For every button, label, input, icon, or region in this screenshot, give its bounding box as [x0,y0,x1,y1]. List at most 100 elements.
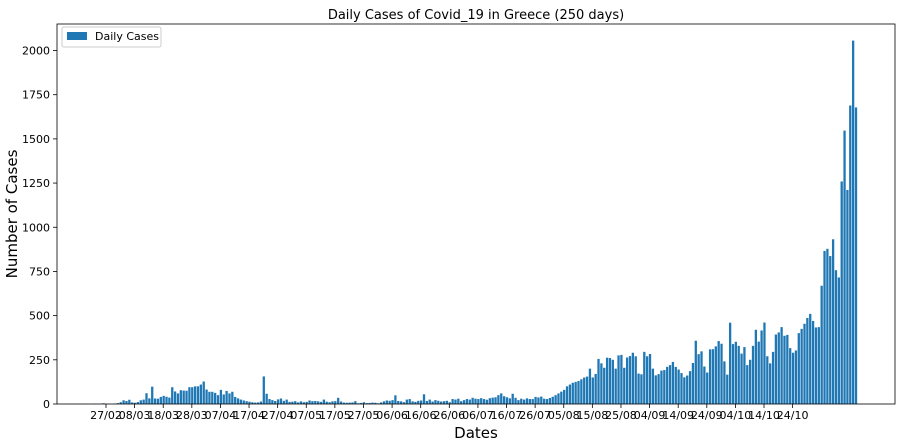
bar [222,394,225,404]
bar [385,400,388,404]
bar [674,366,677,404]
bar [683,377,686,404]
bar [116,403,120,404]
bar [694,340,697,404]
bar [148,398,151,404]
bar [780,327,783,404]
bar [703,366,706,404]
x-tick-label: 05/08 [548,409,580,422]
bar [760,330,763,404]
bar [351,402,354,404]
bar [614,368,617,404]
bar [242,400,245,404]
bar [128,399,131,404]
bar [823,250,826,404]
bar [388,400,391,404]
bar [500,393,503,404]
bar [654,375,657,404]
bar [791,352,795,404]
bar [205,389,208,404]
bar [179,390,182,404]
bar [651,368,655,404]
bar [325,401,328,404]
x-tick-label: 04/10 [720,409,752,422]
bar [505,397,509,404]
legend: Daily Cases [61,26,162,48]
bar [176,393,180,404]
bar [574,381,577,404]
bar [468,399,471,404]
bar [254,402,257,404]
bar [751,345,755,404]
bar [717,341,720,404]
bar [317,401,320,404]
bar [131,402,134,404]
x-tick-label: 16/07 [491,409,523,422]
bar [451,399,454,404]
x-tick-label: 26/06 [433,409,465,422]
bar [236,398,240,404]
bar [646,356,649,404]
bar [531,399,534,404]
bar [173,391,177,404]
bar [162,395,165,404]
bar [774,334,778,404]
bar [617,355,620,404]
x-axis-label: Dates [454,424,498,442]
bar [371,402,374,404]
bar [405,399,408,404]
bar [136,402,140,404]
bar [834,270,838,404]
bar [789,348,792,404]
bar [122,400,125,404]
bar [434,400,437,404]
x-tick-label: 15/08 [577,409,609,422]
bar [231,391,234,404]
bar [188,387,191,404]
bar [508,398,511,404]
bar [851,40,855,405]
bar [219,389,223,404]
bar [563,389,566,404]
bar [145,393,148,404]
bar [594,373,597,404]
bar [288,401,291,404]
bar [171,387,174,404]
bar [165,396,168,404]
bar [631,352,634,404]
bar [809,313,812,404]
bar [777,332,780,404]
bar [265,393,268,404]
bar [302,402,305,404]
x-tick-label: 08/03 [119,409,151,422]
bar [328,402,331,404]
y-tick-label: 500 [29,310,50,323]
bar [660,370,663,404]
bar [153,398,157,404]
bar [688,371,692,404]
bar [537,397,540,404]
bar [540,396,543,404]
bar [543,398,546,404]
bar [728,322,732,404]
bar [211,391,214,404]
bar [677,369,680,404]
bar [337,397,340,404]
bar [585,376,589,404]
x-tick-label: 26/07 [519,409,551,422]
bar [425,401,429,404]
bar [308,400,311,404]
bar [700,351,703,404]
bar [294,401,297,404]
bar [820,285,823,404]
y-axis: 0 250 500 750 1000 1250 1500 1750 2000 [22,45,57,411]
bar [422,394,426,404]
legend-label: Daily Cases [95,30,159,43]
bar [731,344,735,404]
bar [259,401,263,404]
bar [417,400,420,404]
bar [711,349,715,404]
bar [285,399,288,404]
